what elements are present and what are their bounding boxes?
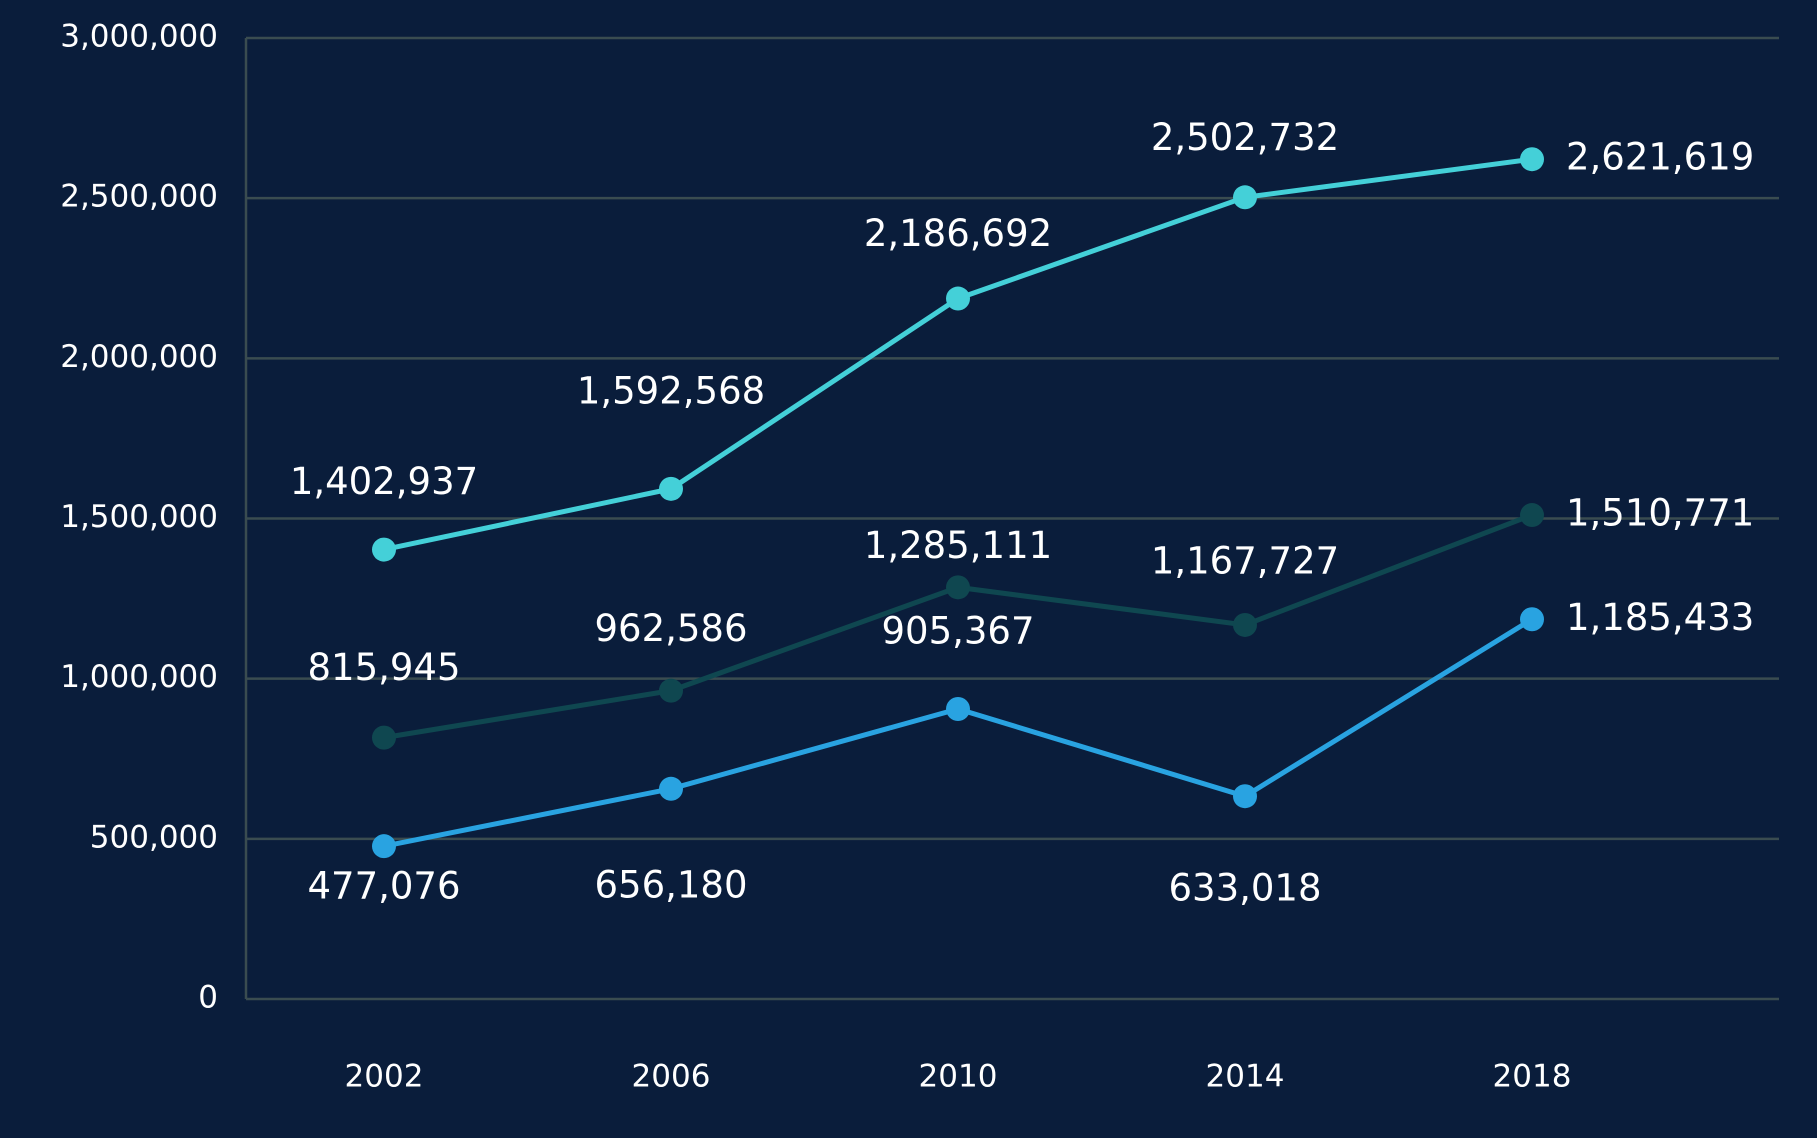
data-label: 1,285,111 [864,524,1052,567]
data-label: 633,018 [1168,867,1321,910]
data-point [1520,607,1544,632]
data-label: 1,167,727 [1151,539,1339,582]
data-point [946,286,970,311]
y-tick-label: 500,000 [90,819,218,855]
data-label: 1,185,433 [1566,596,1754,639]
data-point [1233,612,1257,637]
data-point [372,834,396,859]
data-point [659,776,683,801]
data-point [1520,503,1544,528]
data-point [659,678,683,703]
data-label: 815,945 [307,646,460,689]
data-label: 905,367 [881,609,1034,652]
data-label: 2,502,732 [1151,116,1339,159]
data-label: 1,592,568 [577,369,765,412]
data-label: 1,402,937 [290,460,478,503]
y-tick-label: 2,500,000 [60,179,218,215]
x-tick-label: 2010 [919,1059,998,1095]
y-tick-label: 0 [198,980,218,1016]
data-point [1233,784,1257,809]
data-label: 656,180 [594,863,747,906]
y-tick-label: 3,000,000 [60,19,218,55]
data-point [372,537,396,562]
y-tick-label: 2,000,000 [60,339,218,375]
data-label: 477,076 [307,865,460,908]
data-label: 962,586 [594,607,747,650]
data-point [946,575,970,600]
x-tick-label: 2014 [1206,1059,1285,1095]
data-label: 1,510,771 [1566,492,1754,535]
data-point [659,476,683,501]
data-point [1233,185,1257,210]
y-tick-label: 1,000,000 [60,659,218,695]
data-label: 2,621,619 [1566,136,1754,179]
data-point [946,696,970,721]
data-label: 2,186,692 [864,212,1052,255]
x-tick-label: 2006 [632,1059,711,1095]
x-tick-label: 2018 [1493,1059,1572,1095]
x-tick-label: 2002 [345,1059,424,1095]
y-tick-label: 1,500,000 [60,499,218,535]
data-point [372,725,396,750]
data-point [1520,147,1544,172]
